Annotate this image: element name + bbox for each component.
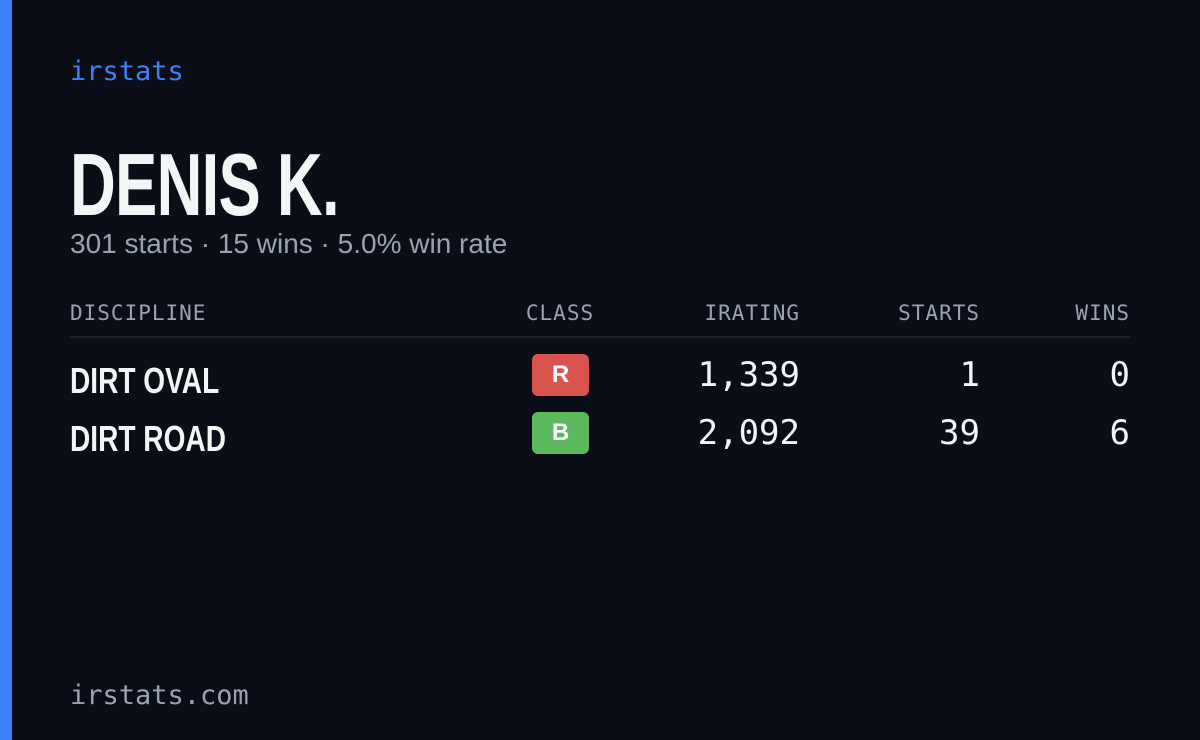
wins: 0 xyxy=(1109,355,1130,395)
wins: 6 xyxy=(1109,413,1130,453)
driver-summary: 301 starts · 15 wins · 5.0% win rate xyxy=(70,228,508,259)
brand: irstats xyxy=(70,56,184,87)
column-header: STARTS xyxy=(898,301,980,325)
irating: 1,339 xyxy=(697,355,800,395)
starts: 39 xyxy=(939,413,980,453)
column-header: CLASS xyxy=(525,301,595,325)
column-header: WINS xyxy=(1075,301,1130,325)
driver-name: DENIS K. xyxy=(70,135,340,234)
accent-stripe xyxy=(0,0,12,740)
divider xyxy=(70,336,1130,338)
class-badge: B xyxy=(532,412,589,454)
column-header: DISCIPLINE xyxy=(70,301,207,325)
discipline: DIRT ROAD xyxy=(70,418,226,459)
footer: irstats.com xyxy=(70,680,249,711)
class-badge: R xyxy=(532,354,589,396)
discipline: DIRT OVAL xyxy=(70,360,220,401)
irating: 2,092 xyxy=(697,413,800,453)
starts: 1 xyxy=(959,355,980,395)
column-header: IRATING xyxy=(704,301,800,325)
